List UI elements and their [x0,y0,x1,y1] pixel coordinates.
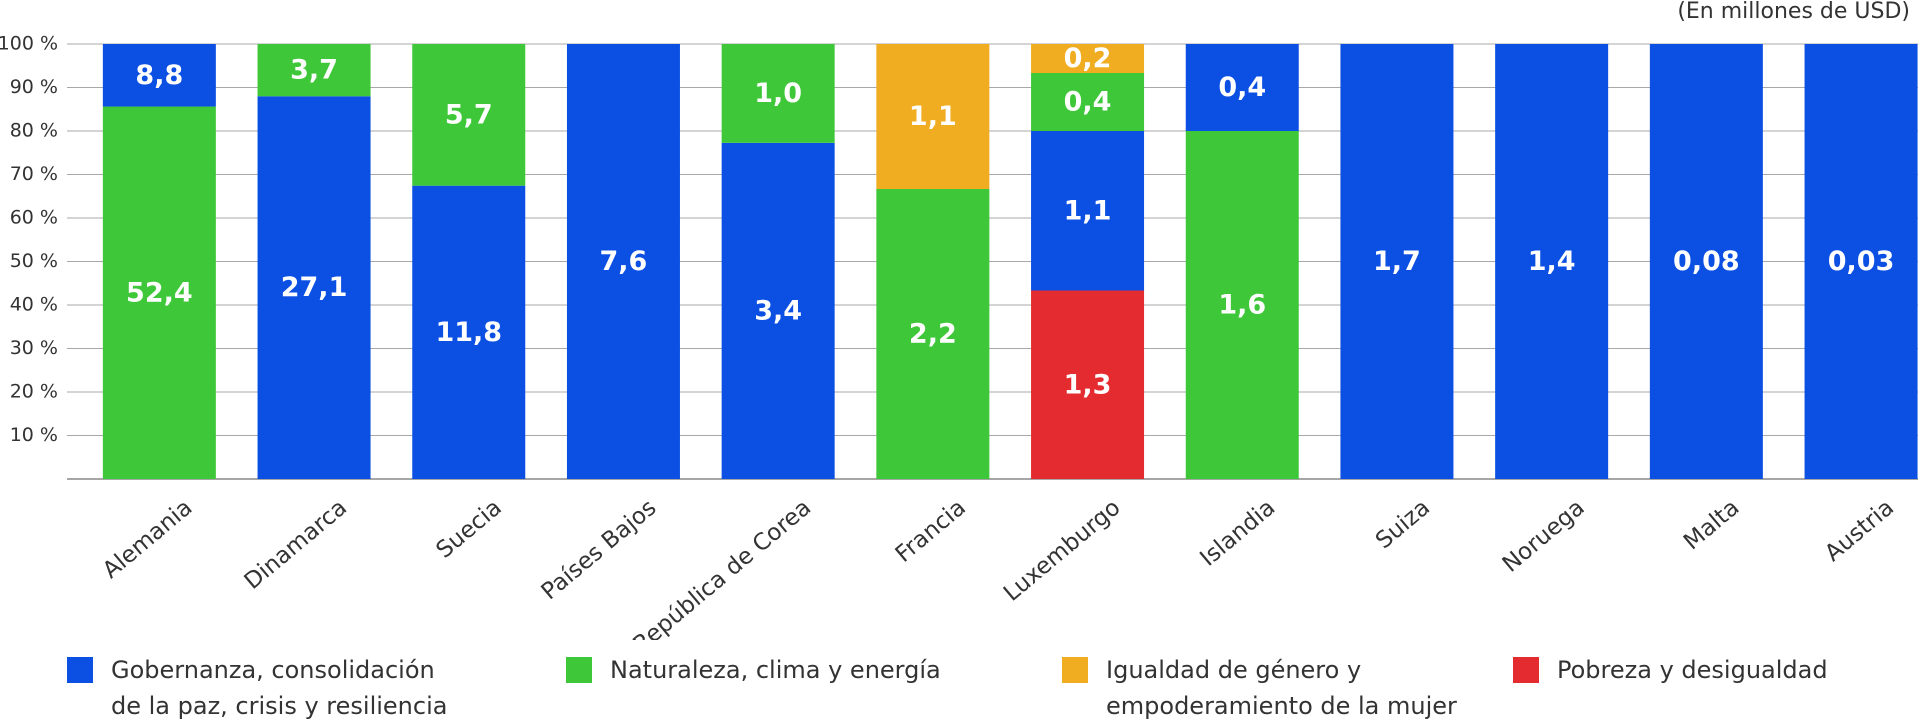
bar-segment [721,142,835,479]
value-label: 1,7 [1373,246,1421,277]
chart: (En millones de USD) 10 % 20 % 30 % 40 % 50 … [0,0,1918,658]
value-label: 1,4 [1528,246,1576,277]
bar-segment [1495,44,1609,479]
bar-segment [1340,44,1454,479]
x-tick-label: Francia [891,495,971,568]
bar-segment [876,44,990,189]
bar-segment [102,106,216,480]
x-tick-label: Austria [1820,495,1899,567]
bar-segment [1185,131,1299,479]
value-label: 0,4 [1218,72,1266,103]
bar-segment [721,44,835,143]
y-tick-label: 60 % [10,207,58,229]
x-tick-label: Alemania [98,495,197,584]
y-tick-label: 80 % [10,120,58,142]
value-label: 5,7 [445,99,493,130]
bar-segment [257,44,371,97]
value-label: 0,03 [1828,246,1895,277]
y-tick-label: 20 % [10,381,58,403]
x-tick-label: Suiza [1371,495,1435,555]
y-tick-label: 10 % [10,424,58,446]
x-tick-label: Suecia [431,495,506,564]
value-label: 11,8 [435,317,502,348]
bars [102,44,1918,480]
value-label: 52,4 [126,277,193,308]
legend-label: Naturaleza, clima y energía [610,656,941,684]
value-label: 0,2 [1064,43,1112,74]
legend-item: Gobernanza, consolidación de la paz, cri… [67,652,467,720]
legend-swatch [566,657,592,683]
bar-segment [1185,44,1299,131]
value-label: 1,1 [1064,195,1112,226]
bar-segment [1031,290,1145,479]
x-tick-label: Luxemburgo [999,495,1126,607]
x-tick-label: Países Bajos [537,495,662,606]
bar-segment [412,44,526,186]
legend-label: Igualdad de género y empoderamiento de l… [1106,656,1457,720]
value-label: 0,4 [1064,87,1112,118]
legend-swatch [67,657,93,683]
y-tick-label: 50 % [10,250,58,272]
value-label: 7,6 [600,246,648,277]
value-label: 0,08 [1673,246,1740,277]
value-label: 2,2 [909,319,957,350]
x-tick-label: Malta [1679,495,1744,556]
y-tick-label: 90 % [10,76,58,98]
x-tick-label: Islandia [1195,495,1280,572]
legend-swatch [1513,657,1539,683]
legend-item: Naturaleza, clima y energía [566,652,986,688]
bar-segment [1031,44,1145,73]
legend-label: Gobernanza, consolidación de la paz, cri… [111,656,448,720]
legend-item: Pobreza y desigualdad [1513,652,1893,688]
y-tick-label: 40 % [10,294,58,316]
value-label: 8,8 [135,60,183,91]
legend-swatch [1062,657,1088,683]
bar-segment [566,44,680,479]
bar-segment [876,189,990,479]
bar-segment [1804,44,1918,479]
subtitle: (En millones de USD) [1677,0,1910,24]
x-tick-label: Noruega [1498,495,1590,578]
value-label: 1,3 [1064,369,1112,400]
bar-segment [1031,131,1145,291]
x-tick-label: Dinamarca [240,495,352,595]
value-label: 1,6 [1218,290,1266,321]
value-label: 3,4 [754,295,802,326]
bar-segment [412,185,526,479]
legend-label: Pobreza y desigualdad [1557,656,1828,684]
bar-segment [257,96,371,479]
value-label: 27,1 [281,272,348,303]
y-tick-label: 30 % [10,337,58,359]
y-tick-label: 100 % [0,33,58,55]
bar-segment [1649,44,1763,479]
bar-segment [102,44,216,107]
bar-segment [1031,73,1145,131]
y-tick-label: 70 % [10,163,58,185]
value-labels: 52,4 8,8 27,1 3,7 11,8 5,7 7,6 3,4 1,0 2,2 1,1 1,3 1… [126,43,1894,400]
value-label: 3,7 [290,55,338,86]
value-label: 1,1 [909,101,957,132]
legend-item: Igualdad de género y empoderamiento de l… [1062,652,1462,720]
value-label: 1,0 [754,78,802,109]
